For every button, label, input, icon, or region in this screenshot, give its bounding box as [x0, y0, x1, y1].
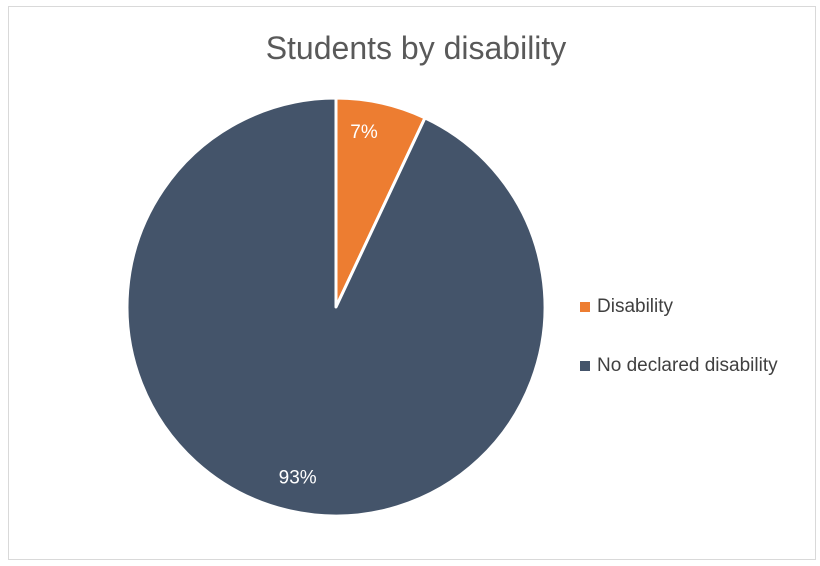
data-label-disability: 7%: [350, 122, 378, 143]
legend-item-no-declared-disability: No declared disability: [580, 351, 778, 381]
data-label-no-declared-disability: 93%: [279, 467, 317, 488]
legend-item-disability: Disability: [580, 292, 778, 322]
chart-title: Students by disability: [265, 30, 567, 66]
legend: Disability No declared disability: [580, 292, 778, 410]
legend-swatch-no-declared-disability: [580, 361, 590, 371]
legend-label-no-declared-disability: No declared disability: [597, 355, 778, 376]
legend-label-disability: Disability: [597, 296, 674, 317]
legend-swatch-disability: [580, 302, 590, 312]
slice-no-declared-disability: [125, 96, 547, 518]
